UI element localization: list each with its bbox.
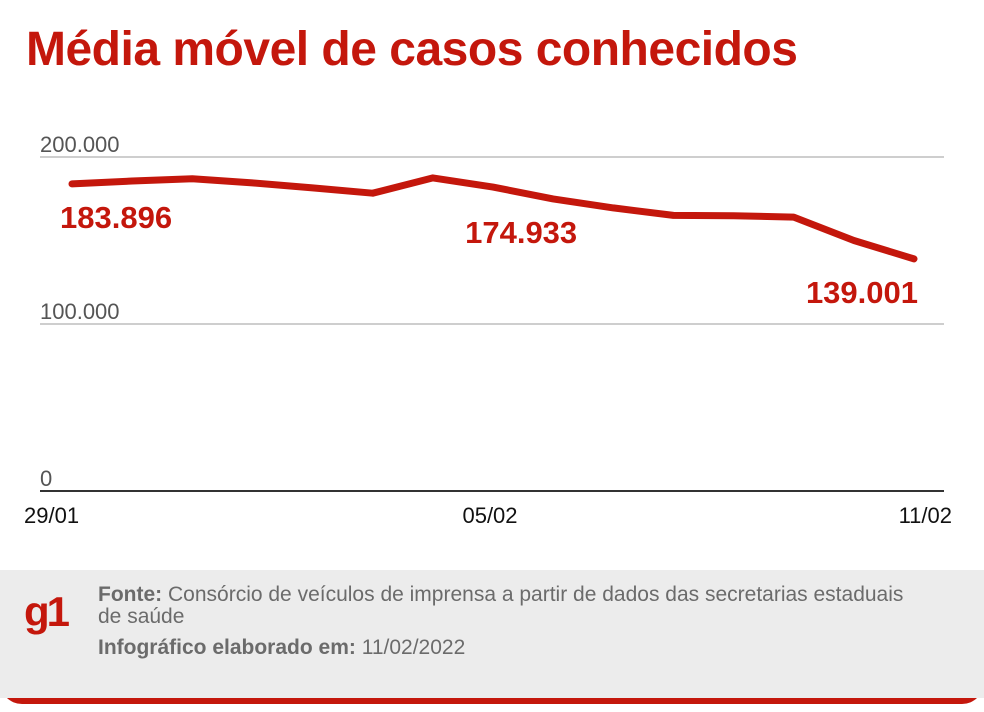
source-text: Consórcio de veículos de imprensa a part… — [98, 583, 904, 628]
footer: g1 Fonte: Consórcio de veículos de impre… — [0, 570, 984, 712]
value-annotation: 139.001 — [806, 275, 918, 310]
g1-logo: g1 — [24, 588, 70, 635]
credit-date: 11/02/2022 — [361, 636, 466, 659]
y-tick-label: 200.000 — [40, 132, 120, 157]
value-annotation: 183.896 — [60, 200, 172, 235]
credit-label: Infográfico elaborado em: — [98, 636, 356, 659]
line-chart: 200.000 100.000 0 29/01 05/02 11/02 183.896 1… — [24, 132, 952, 528]
value-annotation: 174.933 — [465, 215, 577, 250]
series-line — [68, 174, 918, 263]
page-title: Média móvel de casos conhecidos — [26, 23, 798, 76]
footer-box — [0, 570, 984, 698]
x-tick-label: 05/02 — [462, 503, 517, 528]
credit-note: Infográfico elaborado em: 11/02/2022 — [98, 636, 465, 660]
source-label: Fonte: — [98, 583, 163, 606]
source-note: Fonte: Consórcio de veículos de imprensa… — [98, 584, 918, 628]
y-tick-label: 0 — [40, 466, 52, 491]
y-tick-label: 100.000 — [40, 299, 120, 324]
x-tick-label: 29/01 — [24, 503, 79, 528]
x-tick-label: 11/02 — [899, 503, 952, 528]
